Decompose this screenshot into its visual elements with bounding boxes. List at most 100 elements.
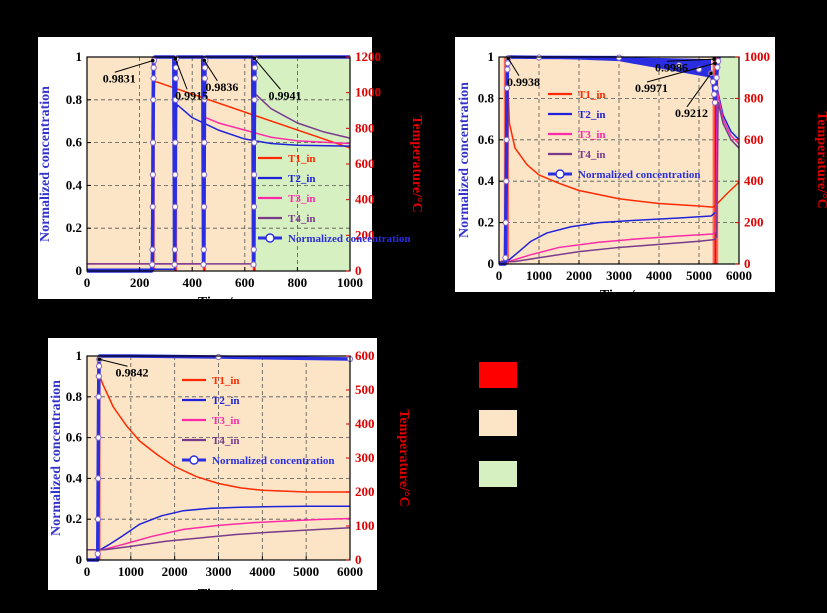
y2-tick-label: 100: [355, 518, 375, 533]
concentration-marker: [150, 64, 157, 71]
concentration-marker: [150, 75, 157, 82]
concentration-marker: [250, 203, 258, 210]
legend-label: T3_in: [578, 129, 606, 141]
annotation-arrow: [253, 57, 281, 90]
concentration-marker: [250, 261, 257, 268]
y-tick-label: 0.6: [66, 135, 83, 150]
concentration-marker: [503, 84, 511, 92]
x-tick-label: 1000: [526, 268, 552, 283]
x-tick-label: 600: [235, 275, 255, 290]
series-line-t3-in: [498, 91, 740, 263]
y-tick-label: 0.6: [66, 430, 83, 445]
region-post: [719, 57, 739, 264]
x-tick-label: 1000: [337, 275, 363, 290]
concentration-marker: [200, 246, 207, 253]
legend-marker: [265, 233, 275, 243]
x-tick-label: 0: [84, 564, 91, 579]
concentration-marker: [149, 246, 156, 253]
y-tick-label: 0.2: [66, 220, 82, 235]
x-tick-label: 1000: [118, 564, 144, 579]
legend-label: T2_in: [288, 173, 316, 185]
x-tick-label: 0: [496, 268, 503, 283]
legend-label: Normalized concentration: [212, 455, 335, 467]
annotation-arrow: [686, 73, 712, 108]
concentration-marker: [251, 75, 258, 82]
chart-b: 0 0.2 0.4 0.6 0.8 1 0 200 400 600 800 1000 0 1000 2000…: [455, 37, 827, 303]
concentration-marker: [200, 261, 207, 268]
annotation-label: 0.9986: [655, 60, 688, 74]
region-pre: [499, 57, 719, 264]
x-axis-label: Time/s: [198, 295, 239, 310]
y-tick-label: 0.4: [478, 173, 495, 188]
x-tick-label: 800: [288, 275, 308, 290]
legend-label: T4_in: [578, 149, 606, 161]
concentration-marker: [201, 75, 208, 82]
legend-label: T4_in: [288, 213, 316, 225]
concentration-marker: [149, 171, 156, 178]
y2-tick-label: 1000: [744, 49, 770, 64]
annotation-label: 0.9212: [675, 106, 708, 120]
x-tick-label: 0: [84, 275, 91, 290]
concentration-marker: [94, 516, 102, 523]
y-tick-label: 1: [76, 49, 83, 64]
y-axis-label: Normalized concentration: [49, 380, 64, 536]
concentration-marker: [171, 261, 178, 268]
concentration-marker: [171, 246, 178, 253]
legend-label: T1_in: [578, 89, 606, 101]
legend-key-swatch-breakthrough: [479, 362, 517, 388]
series-line-t4-in: [498, 101, 740, 263]
y2-tick-label: 600: [355, 348, 375, 363]
concentration-marker: [172, 96, 179, 103]
legend-label: Normalized concentration: [578, 169, 701, 181]
concentration-marker: [502, 254, 509, 261]
annotation-arrow-head: [150, 58, 155, 63]
concentration-marker: [95, 373, 102, 380]
concentration-marker: [502, 219, 509, 226]
annotation-label: 0.9941: [268, 88, 301, 102]
x-tick-label: 4000: [646, 268, 672, 283]
legend-label: T1_in: [212, 375, 240, 387]
x-tick-label: 400: [182, 275, 202, 290]
y2-tick-label: 500: [355, 382, 375, 397]
concentration-marker: [172, 75, 179, 82]
annotation-arrow-head: [712, 57, 716, 61]
legend-key: [479, 362, 517, 487]
y2-axis-label: Temperature/°C: [814, 111, 827, 208]
concentration-marker: [675, 62, 683, 69]
series-line-t4-in: [87, 526, 351, 551]
concentration-marker: [709, 78, 717, 85]
annotation-arrow-head: [713, 61, 717, 66]
concentration-marker: [95, 475, 102, 482]
annotation-label: 0.9938: [507, 75, 540, 89]
concentration-marker: [714, 64, 721, 71]
annotation-arrow: [203, 60, 218, 82]
y-tick-label: 0: [76, 263, 83, 278]
annotation-arrow: [666, 58, 715, 62]
concentration-marker: [715, 58, 722, 65]
concentration-marker: [503, 178, 510, 185]
concentration-marker: [615, 54, 623, 61]
legend-label: T2_in: [578, 109, 606, 121]
y-tick-label: 0.8: [478, 90, 495, 105]
concentration-marker: [251, 171, 258, 178]
annotation-arrow: [646, 62, 716, 83]
y2-tick-label: 1200: [355, 49, 381, 64]
concentration-marker: [201, 139, 208, 146]
concentration-marker: [713, 74, 720, 81]
concentration-marker: [251, 96, 258, 103]
y-tick-label: 0: [488, 256, 495, 271]
y-axis-label: Normalized concentration: [38, 86, 53, 242]
concentration-marker: [172, 203, 179, 210]
legend-marker: [189, 455, 199, 465]
annotation-label: 0.9842: [115, 365, 148, 379]
legend-label: Normalized concentration: [288, 233, 411, 245]
series-line-t3-in: [87, 517, 351, 551]
legend-label: T3_in: [212, 415, 240, 427]
y2-tick-label: 800: [744, 90, 764, 105]
legend-key-swatch-pre: [479, 410, 517, 436]
annotation-arrow-head: [709, 71, 713, 76]
concentration-marker: [150, 96, 157, 103]
chart-legend: T1_in T2_in T3_in T4_in Normalized concentra…: [182, 375, 335, 467]
y2-axis-label: Temperature/°C: [409, 115, 424, 212]
concentration-marker: [251, 64, 259, 71]
